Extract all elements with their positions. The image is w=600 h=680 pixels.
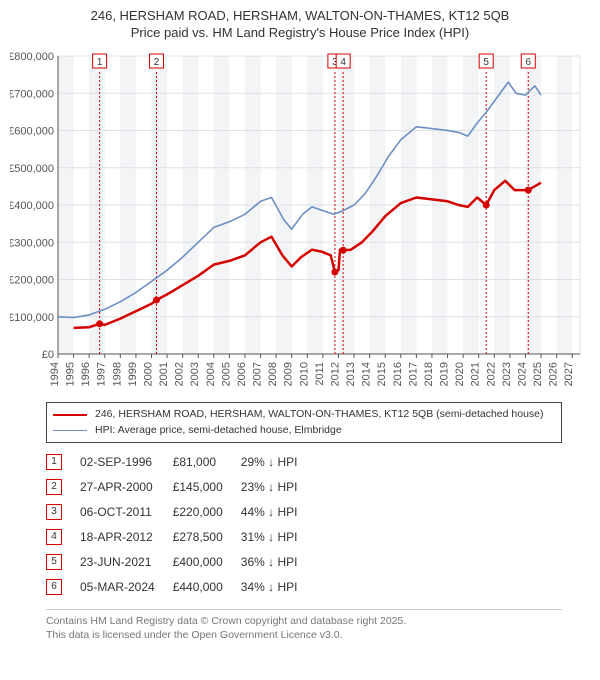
svg-text:6: 6 [525,57,531,68]
svg-text:£600,000: £600,000 [10,125,54,137]
svg-text:£100,000: £100,000 [10,312,54,324]
txn-delta: 34% ↓ HPI [241,574,316,599]
svg-text:£500,000: £500,000 [10,163,54,175]
title-line-1: 246, HERSHAM ROAD, HERSHAM, WALTON-ON-TH… [10,8,590,25]
txn-date: 02-SEP-1996 [80,449,173,474]
table-row: 3 06-OCT-2011£220,00044% ↓ HPI [46,499,315,524]
svg-text:£400,000: £400,000 [10,200,54,212]
svg-text:2010: 2010 [298,362,310,386]
txn-index-box: 5 [46,554,62,570]
svg-text:2020: 2020 [454,362,466,386]
txn-index-box: 6 [46,579,62,595]
svg-text:2017: 2017 [407,362,419,386]
svg-text:2023: 2023 [501,362,513,386]
svg-text:2022: 2022 [485,362,497,386]
svg-text:4: 4 [340,57,346,68]
svg-text:2000: 2000 [142,362,154,386]
svg-text:1996: 1996 [80,362,92,386]
svg-text:5: 5 [483,57,489,68]
legend-label-property: 246, HERSHAM ROAD, HERSHAM, WALTON-ON-TH… [95,407,544,423]
txn-index-box: 4 [46,529,62,545]
svg-text:£800,000: £800,000 [10,51,54,63]
svg-text:1999: 1999 [127,362,139,386]
table-row: 4 18-APR-2012£278,50031% ↓ HPI [46,524,315,549]
legend-swatch-hpi [53,430,87,431]
svg-text:2016: 2016 [392,362,404,386]
svg-text:2012: 2012 [329,362,341,386]
svg-text:2026: 2026 [548,362,560,386]
txn-date: 27-APR-2000 [80,474,173,499]
svg-text:2011: 2011 [314,362,326,386]
svg-text:£200,000: £200,000 [10,274,54,286]
svg-text:1998: 1998 [111,362,123,386]
svg-text:1994: 1994 [49,362,61,386]
legend-item-property: 246, HERSHAM ROAD, HERSHAM, WALTON-ON-TH… [53,407,555,423]
txn-price: £220,000 [173,499,241,524]
table-row: 6 05-MAR-2024£440,00034% ↓ HPI [46,574,315,599]
txn-delta: 44% ↓ HPI [241,499,316,524]
txn-delta: 23% ↓ HPI [241,474,316,499]
txn-date: 05-MAR-2024 [80,574,173,599]
txn-price: £81,000 [173,449,241,474]
svg-text:1995: 1995 [65,362,77,386]
txn-price: £440,000 [173,574,241,599]
svg-text:2008: 2008 [267,362,279,386]
svg-text:2014: 2014 [361,362,373,386]
txn-price: £145,000 [173,474,241,499]
txn-index-box: 1 [46,454,62,470]
svg-text:1: 1 [97,57,103,68]
table-row: 1 02-SEP-1996£81,00029% ↓ HPI [46,449,315,474]
footer-line-1: Contains HM Land Registry data © Crown c… [46,614,562,628]
svg-text:2019: 2019 [439,362,451,386]
legend: 246, HERSHAM ROAD, HERSHAM, WALTON-ON-TH… [46,402,562,444]
txn-delta: 29% ↓ HPI [241,449,316,474]
legend-item-hpi: HPI: Average price, semi-detached house,… [53,423,555,439]
svg-text:2021: 2021 [470,362,482,386]
svg-text:2003: 2003 [189,362,201,386]
title-line-2: Price paid vs. HM Land Registry's House … [10,25,590,42]
table-row: 2 27-APR-2000£145,00023% ↓ HPI [46,474,315,499]
svg-text:1997: 1997 [96,362,108,386]
txn-price: £278,500 [173,524,241,549]
txn-delta: 31% ↓ HPI [241,524,316,549]
svg-text:£0: £0 [42,349,54,361]
svg-text:2005: 2005 [220,362,232,386]
svg-text:2009: 2009 [283,362,295,386]
footer: Contains HM Land Registry data © Crown c… [46,609,562,642]
transactions-table: 1 02-SEP-1996£81,00029% ↓ HPI 2 27-APR-2000… [46,449,315,599]
svg-text:2002: 2002 [174,362,186,386]
svg-text:2027: 2027 [563,362,575,386]
svg-text:2015: 2015 [376,362,388,386]
txn-delta: 36% ↓ HPI [241,549,316,574]
svg-text:2025: 2025 [532,362,544,386]
svg-text:£700,000: £700,000 [10,88,54,100]
svg-text:2004: 2004 [205,362,217,386]
svg-text:2007: 2007 [252,362,264,386]
svg-text:2006: 2006 [236,362,248,386]
txn-date: 18-APR-2012 [80,524,173,549]
txn-date: 06-OCT-2011 [80,499,173,524]
txn-price: £400,000 [173,549,241,574]
txn-date: 23-JUN-2021 [80,549,173,574]
svg-text:2024: 2024 [516,362,528,386]
footer-line-2: This data is licensed under the Open Gov… [46,628,562,642]
svg-text:2: 2 [154,57,160,68]
legend-label-hpi: HPI: Average price, semi-detached house,… [95,423,342,439]
svg-text:2013: 2013 [345,362,357,386]
legend-swatch-property [53,414,87,416]
price-chart: £0 £100,000 £200,000 £300,000 £400,000 £500,0… [10,46,588,396]
txn-index-box: 3 [46,504,62,520]
svg-text:2018: 2018 [423,362,435,386]
svg-text:2001: 2001 [158,362,170,386]
svg-text:£300,000: £300,000 [10,237,54,249]
chart-titles: 246, HERSHAM ROAD, HERSHAM, WALTON-ON-TH… [10,8,590,42]
table-row: 5 23-JUN-2021£400,00036% ↓ HPI [46,549,315,574]
txn-index-box: 2 [46,479,62,495]
